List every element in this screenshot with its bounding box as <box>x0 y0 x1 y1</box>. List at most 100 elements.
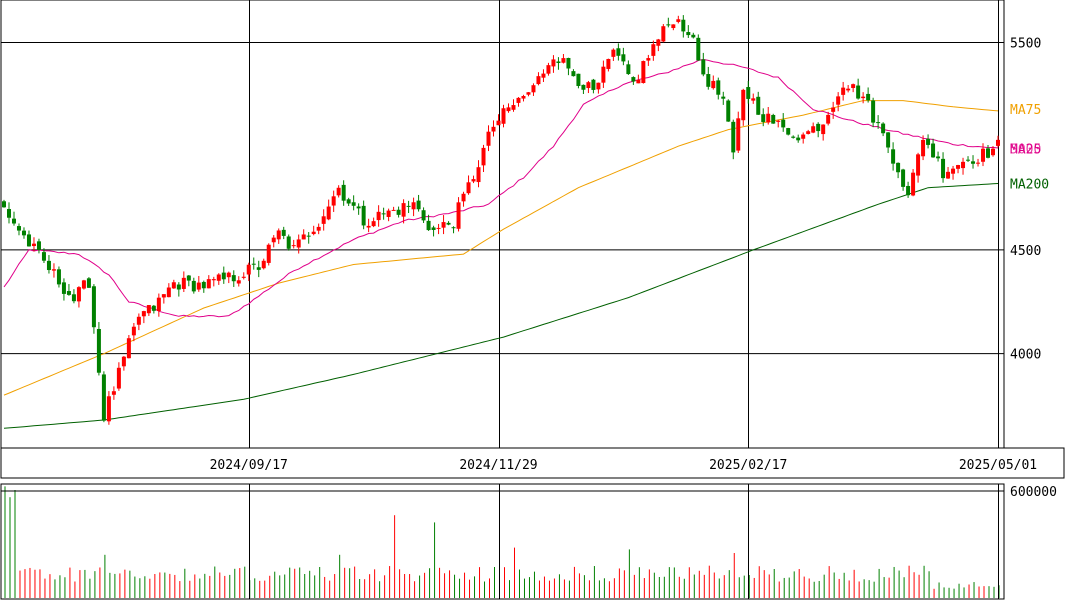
candle-body <box>206 279 211 289</box>
candle-body <box>246 264 251 275</box>
candle-body <box>186 275 191 281</box>
candle-body <box>236 280 241 284</box>
volume-tick-label: 600000 <box>1010 485 1057 500</box>
candle-body <box>681 19 686 32</box>
candle-body <box>401 203 406 217</box>
candle-body <box>731 121 736 153</box>
candle-body <box>951 168 956 174</box>
candle-body <box>711 80 716 89</box>
price-tick-label: 4500 <box>1010 244 1041 259</box>
candle-body <box>851 84 856 88</box>
candle-body <box>511 105 516 110</box>
candle-body <box>791 136 796 138</box>
candle-body <box>161 294 166 298</box>
candle-body <box>781 119 786 128</box>
candle-body <box>916 154 921 176</box>
candle-body <box>146 305 151 314</box>
candle-body <box>796 137 801 141</box>
candle-body <box>56 269 61 285</box>
candle-body <box>866 93 871 101</box>
candle-body <box>261 260 266 269</box>
candle-body <box>411 202 416 210</box>
candle-body <box>66 291 71 295</box>
candle-body <box>106 396 111 422</box>
candle-body <box>81 280 86 289</box>
price-tick-label: 4000 <box>1010 348 1041 363</box>
candle-body <box>846 88 851 91</box>
candle-body <box>631 77 636 82</box>
candle-body <box>641 61 646 83</box>
price-grid <box>1 0 1004 448</box>
candle-body <box>191 280 196 292</box>
candle-body <box>71 294 76 302</box>
candle-body <box>331 196 336 206</box>
date-tick-label: 2025/05/01 <box>959 458 1037 473</box>
candle-body <box>766 113 771 123</box>
candle-body <box>486 131 491 146</box>
candle-body <box>841 87 846 95</box>
candle-body <box>871 100 876 123</box>
ma-legend-label: MA200 <box>1010 178 1049 193</box>
candle-body <box>946 171 951 179</box>
candle-body <box>26 234 31 247</box>
candlesticks <box>2 15 1000 425</box>
candle-body <box>941 158 946 179</box>
candle-body <box>21 230 26 236</box>
volume-panel-frame <box>0 483 1005 600</box>
candle-body <box>856 85 861 99</box>
volume-bars <box>4 484 1000 599</box>
candle-body <box>301 234 306 240</box>
candle-body <box>51 269 56 271</box>
candle-body <box>611 49 616 57</box>
candle-body <box>531 85 536 93</box>
candle-body <box>886 132 891 148</box>
candle-body <box>316 226 321 231</box>
candle-body <box>116 367 121 389</box>
candle-body <box>911 172 916 196</box>
candle-body <box>996 139 1000 146</box>
candle-body <box>541 73 546 78</box>
candle-body <box>216 274 221 281</box>
candle-body <box>586 82 591 89</box>
candle-body <box>431 227 436 230</box>
ma-legend-label: MA75 <box>1010 103 1041 118</box>
ma-legend: MA25 MA75 MA200 5000 <box>1010 103 1049 193</box>
candle-body <box>721 96 726 99</box>
candle-body <box>456 202 461 229</box>
candle-body <box>686 32 691 36</box>
candle-body <box>101 374 106 421</box>
candle-body <box>276 230 281 240</box>
candle-body <box>501 108 506 124</box>
candle-body <box>716 80 721 95</box>
candle-body <box>601 66 606 83</box>
candle-body <box>451 227 456 229</box>
candle-body <box>826 114 831 124</box>
candle-body <box>626 64 631 75</box>
candle-body <box>361 205 366 226</box>
volume-axis: 600000 <box>1 485 1057 500</box>
candle-body <box>241 276 246 278</box>
candle-body <box>296 239 301 248</box>
candle-body <box>471 179 476 182</box>
candle-body <box>536 76 541 85</box>
candle-body <box>306 235 311 237</box>
candle-body <box>726 100 731 122</box>
candle-body <box>956 165 961 169</box>
candle-body <box>961 161 966 169</box>
candle-body <box>166 287 171 298</box>
candle-body <box>751 98 756 101</box>
candle-body <box>546 65 551 74</box>
candle-body <box>336 187 341 196</box>
candle-body <box>936 156 941 159</box>
candle-body <box>196 282 201 290</box>
candle-body <box>421 210 426 221</box>
candle-body <box>96 328 101 373</box>
candle-body <box>521 96 526 99</box>
candle-body <box>901 169 906 187</box>
candle-body <box>231 275 236 282</box>
candle-body <box>391 209 396 211</box>
candle-body <box>256 267 261 270</box>
candle-body <box>181 277 186 289</box>
